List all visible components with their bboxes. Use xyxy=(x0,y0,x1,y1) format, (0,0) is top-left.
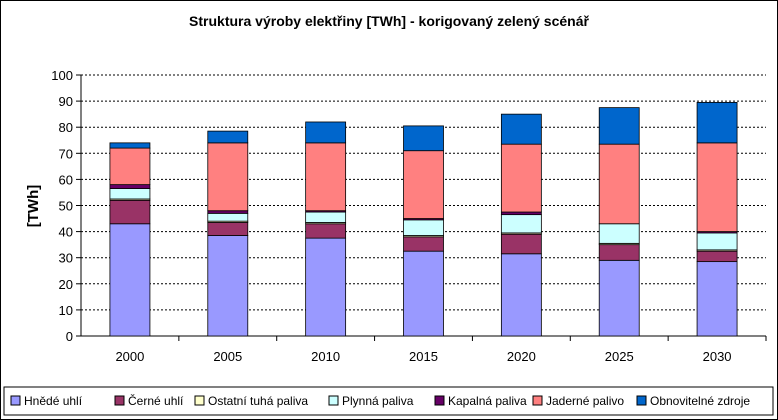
legend-entry: Obnovitelné zdroje xyxy=(650,394,750,408)
bar-segment xyxy=(305,237,347,337)
chart-title: Struktura výroby elektřiny [TWh] - korig… xyxy=(189,13,589,29)
bar-segment xyxy=(500,253,542,337)
bar-segment xyxy=(696,261,738,337)
bar-segment xyxy=(500,214,542,234)
legend-swatch xyxy=(114,395,125,406)
y-tick-label: 20 xyxy=(59,277,73,292)
x-tick-label: 2025 xyxy=(605,349,634,364)
bar-segment xyxy=(109,142,151,149)
bar-segment xyxy=(109,184,151,189)
bar-segment xyxy=(109,223,151,337)
bar-segment xyxy=(403,219,444,236)
x-tick-label: 2020 xyxy=(507,349,536,364)
x-tick-label: 2000 xyxy=(115,349,144,364)
y-tick-label: 80 xyxy=(59,120,73,135)
y-tick-label: 30 xyxy=(59,251,73,266)
legend-entry: Jaderné palivo xyxy=(546,394,624,408)
bar-segment xyxy=(598,107,640,145)
bar-segment xyxy=(207,142,249,212)
y-tick-label: 90 xyxy=(59,94,73,109)
y-tick-label: 100 xyxy=(51,68,73,83)
bar-segment xyxy=(403,236,444,252)
x-tick-label: 2010 xyxy=(311,349,340,364)
legend-entry: Ostatní tuhá paliva xyxy=(208,394,308,408)
bar-segment xyxy=(305,211,347,223)
bar-segment xyxy=(109,199,151,225)
bar-segment xyxy=(207,212,249,222)
bar-segment xyxy=(109,147,151,186)
bar-segment xyxy=(403,150,444,219)
legend-entry: Kapalná paliva xyxy=(448,394,527,408)
x-tick-label: 2030 xyxy=(703,349,732,364)
legend-entry: Hnědé uhlí xyxy=(24,394,83,408)
bar-segment xyxy=(403,250,444,337)
y-tick-label: 40 xyxy=(59,225,73,240)
legend: Hnědé uhlí Černé uhlí Ostatní tuhá paliva P… xyxy=(3,386,774,416)
y-axis-label: [TWh] xyxy=(25,185,42,227)
bar-segment xyxy=(207,222,249,236)
legend-entry: Plynná paliva xyxy=(342,394,414,408)
x-tick-label: 2005 xyxy=(213,349,242,364)
bar-segment xyxy=(696,102,738,144)
y-tick-label: 70 xyxy=(59,146,73,161)
legend-swatch xyxy=(532,395,543,406)
bar-segment xyxy=(696,250,738,263)
legend-swatch xyxy=(194,395,205,406)
bar-segment xyxy=(207,235,249,337)
y-tick-label: 10 xyxy=(59,303,73,318)
bar-segment xyxy=(598,223,640,244)
bar-segment xyxy=(696,232,738,251)
legend-swatch xyxy=(328,395,339,406)
y-tick-label: 50 xyxy=(59,199,73,214)
bar-segment xyxy=(500,143,542,213)
bar-segment xyxy=(109,188,151,200)
legend-swatch xyxy=(434,395,445,406)
bar-segment xyxy=(696,142,738,232)
bar-segment xyxy=(500,233,542,255)
bar-segment xyxy=(500,113,542,145)
bar-segment xyxy=(403,125,444,152)
y-tick-label: 0 xyxy=(66,329,73,344)
bar-segment xyxy=(598,143,640,225)
y-tick-label: 60 xyxy=(59,172,73,187)
legend-swatch xyxy=(10,395,21,406)
bar-segment xyxy=(305,223,347,239)
bar-segment xyxy=(207,130,249,144)
x-tick-label: 2015 xyxy=(409,349,438,364)
bar-segment xyxy=(305,142,347,212)
bar-segment xyxy=(598,259,640,337)
bar-segment xyxy=(305,121,347,144)
legend-swatch xyxy=(636,395,647,406)
legend-entry: Černé uhlí xyxy=(128,393,184,408)
bar-segment xyxy=(598,244,640,261)
